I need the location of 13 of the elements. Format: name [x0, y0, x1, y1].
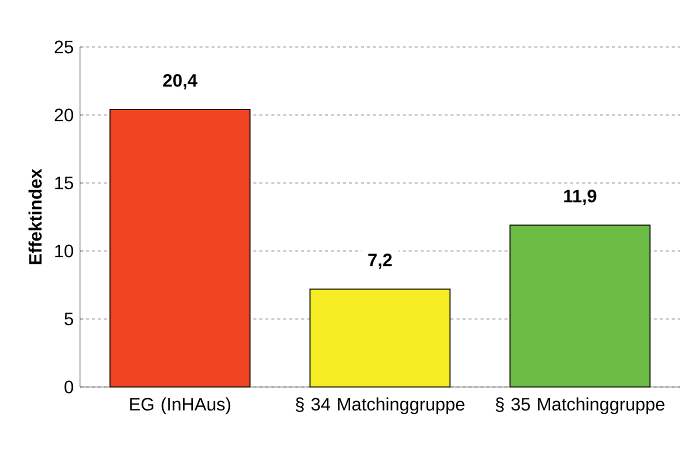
data-label: 7,2 [368, 254, 392, 269]
x-tick-label: § 34 Matchinggruppe [296, 397, 464, 414]
y-tick-label: 20 [54, 108, 74, 122]
x-tick-label: EG (InHAus) [130, 397, 230, 414]
data-label: 20,4 [163, 74, 198, 90]
y-tick-label: 10 [55, 244, 74, 258]
y-tick-label: 25 [54, 40, 74, 54]
x-tick-label: § 35 Matchinggruppe [496, 397, 664, 414]
y-tick-label: 0 [64, 380, 74, 394]
y-tick-label: 15 [55, 176, 74, 190]
data-label: 11,9 [564, 190, 596, 205]
y-axis-title: Effektindex [28, 168, 42, 264]
y-tick-label: 5 [64, 312, 74, 326]
